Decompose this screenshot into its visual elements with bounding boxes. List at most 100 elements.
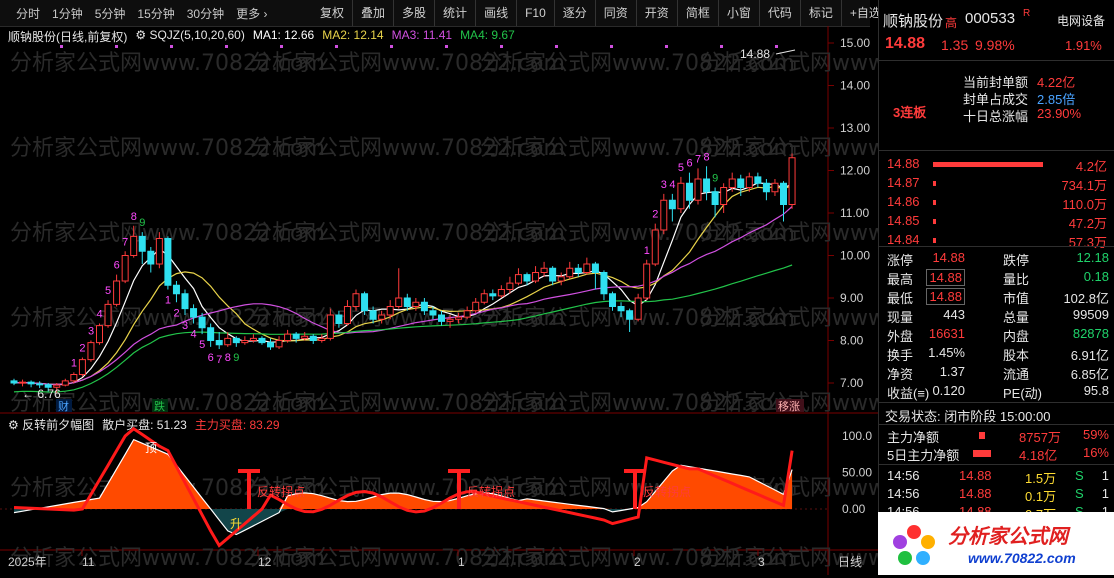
pivot-marker: 反转拐点 xyxy=(448,469,515,509)
toolbar-button-12[interactable]: 标记 xyxy=(801,0,842,26)
seq-top-number: 4 xyxy=(669,179,675,191)
candle xyxy=(600,270,608,301)
candle xyxy=(386,300,394,320)
candle xyxy=(771,179,779,196)
grid-value: 16631 xyxy=(928,326,965,341)
grid-label: 最低 xyxy=(887,291,914,306)
moving-averages xyxy=(13,182,793,393)
candle xyxy=(480,289,488,305)
seq-up-number: 9 xyxy=(139,217,145,229)
seq-top-number: 8 xyxy=(704,151,710,163)
settings-icon[interactable]: ⚙ xyxy=(135,28,147,42)
seq-top-number: 2 xyxy=(652,209,658,221)
grid-value: 1.45% xyxy=(928,345,965,360)
candle xyxy=(241,336,249,345)
toolbar-button-9[interactable]: 简框 xyxy=(678,0,719,26)
chart-canvas[interactable]: 分析家公式网www.70822.com 分析家公式网www.70822.com 分析… xyxy=(0,26,878,575)
low-price-label: ← 6.76 xyxy=(22,387,61,401)
candle xyxy=(369,306,377,324)
period-tab-1[interactable]: 1分钟 xyxy=(52,6,83,21)
flow-pct: 59% xyxy=(1082,427,1109,442)
period-tab-3[interactable]: 15分钟 xyxy=(137,6,175,21)
stat-value: 2.85倍 xyxy=(1037,92,1076,107)
candle xyxy=(10,378,18,386)
toolbar-button-10[interactable]: 小窗 xyxy=(719,0,760,26)
pivot-label: 反转拐点 xyxy=(467,484,515,499)
candle xyxy=(677,176,685,213)
sector-name[interactable]: 电网设备 xyxy=(1057,14,1106,28)
toolbar-button-1[interactable]: 叠加 xyxy=(353,0,395,26)
quote-panel: 顺钠股份 高 000533 R 电网设备 14.88 1.35 9.98% 1.… xyxy=(878,0,1114,575)
pivot-marker: 反转拐点 xyxy=(238,469,305,509)
candle xyxy=(720,183,728,213)
ma3-label: MA3: 11.41 xyxy=(391,28,453,42)
seq-top-number: 5 xyxy=(678,162,684,174)
bid-price: 14.88 xyxy=(887,156,920,171)
ma3-line xyxy=(13,206,793,385)
toolbar-button-6[interactable]: 逐分 xyxy=(555,0,596,26)
indicator-name[interactable]: ⚙ SQJZ(5,10,20,60) xyxy=(135,28,245,44)
bid-price: 14.85 xyxy=(887,213,920,228)
candle xyxy=(36,381,44,389)
toolbar-button-3[interactable]: 统计 xyxy=(435,0,477,26)
seq-down-number: 9 xyxy=(233,352,239,364)
grid-label: 流通 xyxy=(1003,367,1030,382)
seq-top-number: 9 xyxy=(712,173,718,185)
grid-value: 0.18 xyxy=(1083,269,1109,284)
toolbar-button-7[interactable]: 同资 xyxy=(596,0,637,26)
candle xyxy=(138,232,146,264)
toolbar-button-4[interactable]: 画线 xyxy=(476,0,518,26)
logo-url: www.70822.com xyxy=(968,550,1076,566)
toolbar: 分时 1分钟 5分钟 15分钟 30分钟 更多 › 复权 叠加 多股 统计 画线 F10 逐分 同资 开资… xyxy=(0,0,931,27)
candle xyxy=(566,261,574,279)
candle xyxy=(514,268,522,286)
candle xyxy=(668,193,676,222)
price-tick-label: 15.00 xyxy=(840,36,870,50)
period-tab-0[interactable]: 分时 xyxy=(16,6,41,21)
toolbar-button-11[interactable]: 代码 xyxy=(760,0,801,26)
candle xyxy=(352,289,360,311)
candle xyxy=(694,168,702,205)
watermark-text: 分析家公式网www.70822.com xyxy=(480,221,795,246)
toolbar-button-0[interactable]: 复权 xyxy=(312,0,354,26)
candle xyxy=(549,266,557,286)
period-tab-4[interactable]: 30分钟 xyxy=(186,6,225,21)
last-price: 14.88 xyxy=(885,35,926,52)
chart-header: 顺钠股份(日线,前复权) ⚙ SQJZ(5,10,20,60) MA1: 12.… xyxy=(8,28,515,44)
indicator-label: SQJZ(5,10,20,60) xyxy=(149,28,245,42)
toolbar-button-5[interactable]: F10 xyxy=(517,0,555,26)
grid-label: 股本 xyxy=(1003,348,1030,363)
seq-down-number: 2 xyxy=(173,307,179,319)
osc-title: 反转前夕幅图 xyxy=(22,418,95,432)
grid-value: 95.8 xyxy=(1083,383,1109,398)
signal-dot xyxy=(555,45,558,48)
toolbar-button-8[interactable]: 开资 xyxy=(637,0,678,26)
signal-dot xyxy=(60,45,63,48)
osc-header: ⚙ 反转前夕幅图 散户买盘: 51.23 主力买盘: 83.29 xyxy=(8,416,280,432)
candle xyxy=(113,274,121,307)
osc-settings[interactable]: ⚙ 反转前夕幅图 xyxy=(8,416,94,432)
period-tab-2[interactable]: 5分钟 xyxy=(94,6,126,21)
candle xyxy=(412,298,420,311)
tick-count: 1 xyxy=(1101,486,1109,501)
signal-dot xyxy=(115,45,118,48)
signal-dot xyxy=(225,45,228,48)
osc-negative-area xyxy=(14,509,793,535)
osc-rise-label: 升 xyxy=(230,517,242,531)
candle xyxy=(104,300,112,328)
candle xyxy=(78,357,86,377)
settings-icon[interactable]: ⚙ xyxy=(8,418,19,432)
axis-labels: 15.0014.0013.0012.0011.0010.009.008.007.… xyxy=(8,36,872,569)
watermark-text: 分析家公式网www.70822.com xyxy=(480,51,795,76)
seq-down-number: 1 xyxy=(165,295,171,307)
tag-financial: 财 xyxy=(56,399,72,413)
stat-label: 十日总涨幅 xyxy=(963,109,1029,124)
candle xyxy=(591,261,599,290)
period-tabs: 分时 1分钟 5分钟 15分钟 30分钟 更多 › xyxy=(0,5,269,22)
period-tab-5[interactable]: 更多 › xyxy=(236,6,268,21)
toolbar-button-2[interactable]: 多股 xyxy=(394,0,436,26)
candlesticks xyxy=(10,153,796,394)
candle xyxy=(455,312,463,324)
watermark-text: 分析家公式网www.70822.com xyxy=(250,136,565,161)
